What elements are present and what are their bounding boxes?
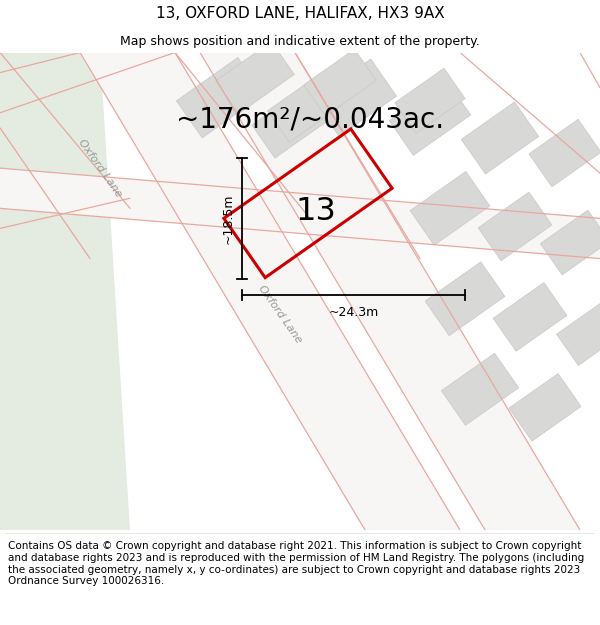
Text: Map shows position and indicative extent of the property.: Map shows position and indicative extent… [120,36,480,49]
Text: Contains OS data © Crown copyright and database right 2021. This information is : Contains OS data © Crown copyright and d… [8,541,584,586]
Polygon shape [389,81,471,156]
Polygon shape [442,353,518,425]
Text: 13: 13 [296,196,337,227]
Polygon shape [252,88,328,158]
Text: ~18.5m: ~18.5m [221,193,235,244]
Polygon shape [410,171,490,245]
Polygon shape [268,73,343,142]
Polygon shape [200,52,580,530]
Polygon shape [557,302,600,366]
Text: Oxford Lane: Oxford Lane [256,283,304,345]
Text: Oxford Lane: Oxford Lane [76,138,124,199]
Polygon shape [461,102,539,174]
Polygon shape [541,210,600,275]
Text: ~24.3m: ~24.3m [328,306,379,319]
Polygon shape [425,262,505,336]
Polygon shape [313,59,397,136]
Text: 13, OXFORD LANE, HALIFAX, HX3 9AX: 13, OXFORD LANE, HALIFAX, HX3 9AX [155,6,445,21]
Polygon shape [529,119,600,187]
Polygon shape [215,41,295,114]
Polygon shape [0,52,130,530]
Text: ~176m²/~0.043ac.: ~176m²/~0.043ac. [176,106,444,134]
Polygon shape [493,282,567,351]
Polygon shape [80,52,460,530]
Polygon shape [395,68,465,133]
Polygon shape [478,192,552,261]
Polygon shape [304,49,376,116]
Polygon shape [509,374,581,441]
Polygon shape [176,58,263,138]
Polygon shape [0,168,600,259]
